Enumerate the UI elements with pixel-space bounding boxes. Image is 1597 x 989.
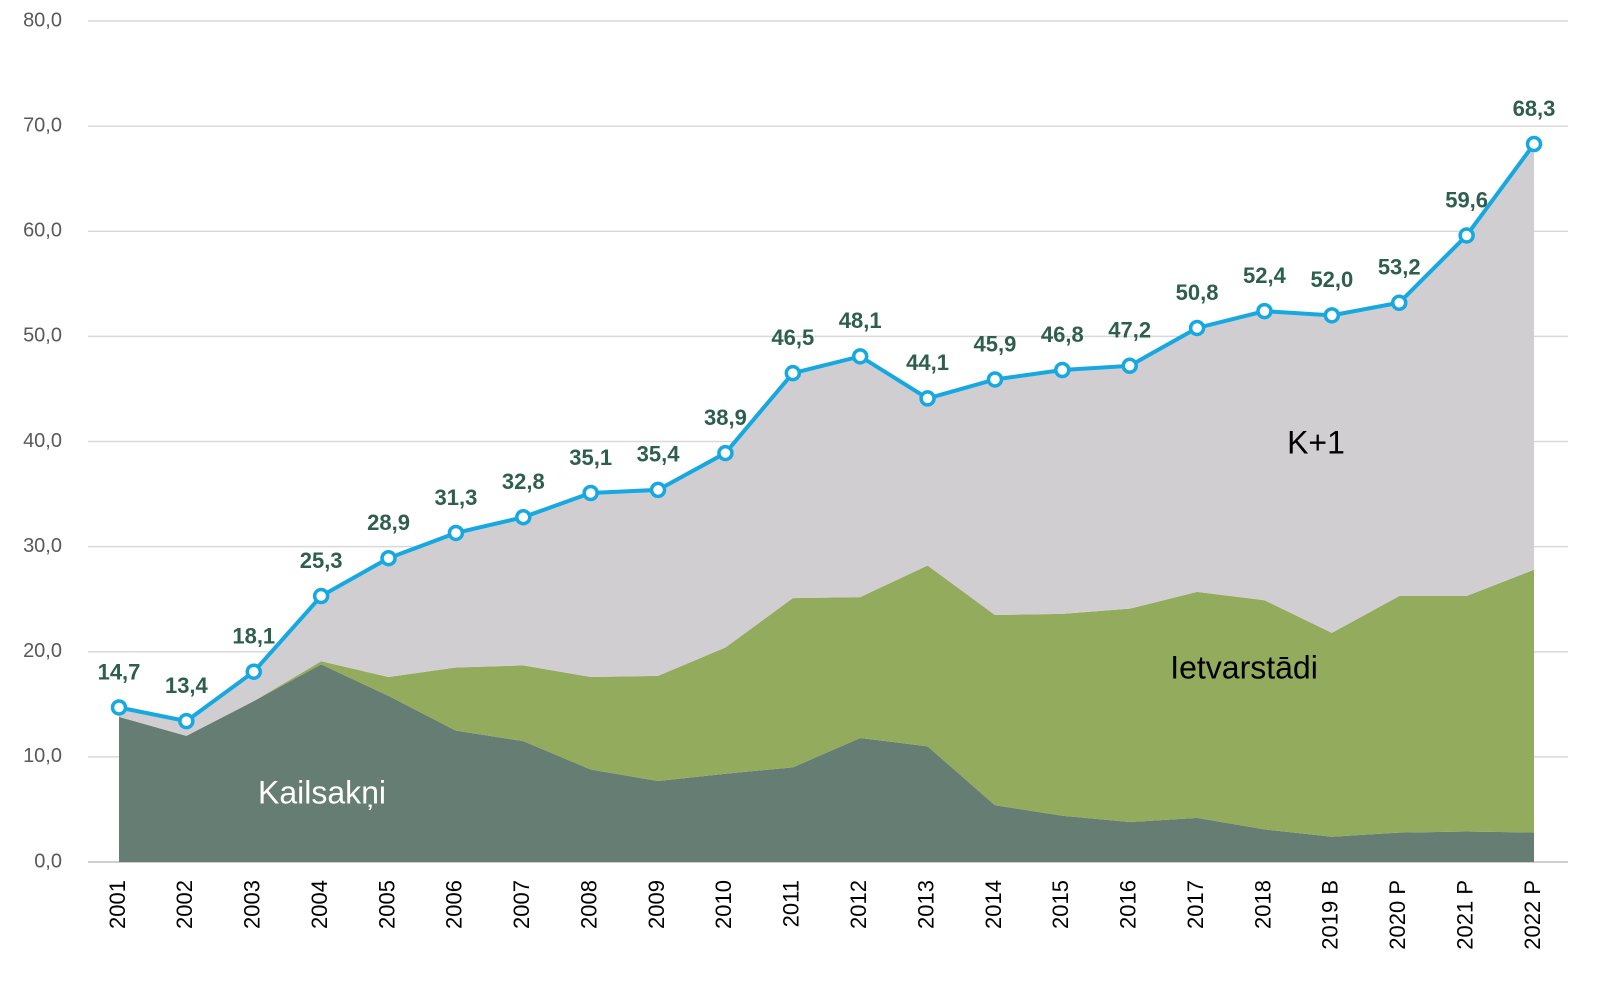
x-tick-label: 2018 <box>1250 880 1275 929</box>
marker <box>1054 361 1071 379</box>
marker <box>919 390 936 407</box>
data-label: 31,3 <box>434 485 477 510</box>
data-label: 35,4 <box>637 442 681 467</box>
marker <box>312 587 330 605</box>
x-tick-label: 2002 <box>172 880 197 929</box>
data-label: 32,8 <box>502 469 545 494</box>
marker <box>110 699 128 716</box>
area-label: Ietvarstādi <box>1170 649 1318 685</box>
data-label: 48,1 <box>839 308 882 333</box>
data-label: 13,4 <box>165 673 209 698</box>
area <box>119 664 1534 862</box>
data-label: 44,1 <box>906 350 949 375</box>
x-tick-label: 2003 <box>240 880 265 929</box>
x-tick-label: 2019 B <box>1318 880 1343 950</box>
data-label: 46,5 <box>771 325 814 350</box>
x-tick-label: 2012 <box>846 880 871 929</box>
marker <box>1121 357 1138 375</box>
data-label: 50,8 <box>1176 280 1219 305</box>
data-label: 25,3 <box>300 548 343 573</box>
x-tick-label: 2004 <box>307 880 332 929</box>
y-tick-label: 50,0 <box>23 325 62 347</box>
y-tick-label: 20,0 <box>23 640 62 662</box>
y-tick-label: 40,0 <box>23 430 62 452</box>
marker <box>1390 294 1408 311</box>
x-tick-label: 2014 <box>981 880 1006 929</box>
marker <box>986 371 1004 388</box>
x-tick-label: 2011 <box>779 880 804 927</box>
marker <box>178 712 195 730</box>
data-label: 46,8 <box>1041 322 1084 347</box>
x-tick-label: 2001 <box>105 880 130 929</box>
x-tick-label: 2021 P <box>1452 880 1477 950</box>
area-label: K+1 <box>1287 424 1345 460</box>
y-tick-label: 0,0 <box>34 850 62 872</box>
marker <box>1188 319 1206 337</box>
x-tick-label: 2005 <box>374 880 399 929</box>
marker <box>245 663 263 680</box>
data-label: 28,9 <box>367 510 410 535</box>
marker <box>717 444 734 462</box>
marker <box>649 481 667 499</box>
x-tick-label: 2006 <box>442 880 467 929</box>
area-label: Kailsakņi <box>258 774 386 810</box>
data-label: 68,3 <box>1513 96 1556 121</box>
data-label: 52,0 <box>1310 267 1353 292</box>
x-tick-label: 2013 <box>913 880 938 929</box>
x-tick-label: 2010 <box>711 880 736 929</box>
data-label: 14,7 <box>98 659 141 684</box>
data-label: 38,9 <box>704 405 747 430</box>
x-tick-label: 2007 <box>509 880 534 929</box>
y-tick-label: 10,0 <box>23 745 62 767</box>
marker <box>1458 227 1475 244</box>
marker <box>1323 307 1341 324</box>
x-tick-label: 2015 <box>1048 880 1073 929</box>
y-tick-label: 80,0 <box>23 9 62 31</box>
x-tick-label: 2022 P <box>1520 880 1545 950</box>
marker <box>851 348 869 365</box>
data-label: 18,1 <box>232 624 275 649</box>
y-tick-label: 60,0 <box>23 220 62 242</box>
marker <box>1525 135 1543 153</box>
y-tick-label: 30,0 <box>23 535 62 557</box>
area <box>119 565 1534 837</box>
data-label: 35,1 <box>569 445 612 470</box>
area <box>119 143 1534 736</box>
y-tick-label: 70,0 <box>23 114 62 136</box>
marker <box>784 364 802 382</box>
data-label: 53,2 <box>1378 255 1421 280</box>
marker <box>582 484 599 502</box>
data-label: 45,9 <box>974 331 1017 356</box>
marker <box>380 549 397 567</box>
x-tick-label: 2020 P <box>1385 880 1410 950</box>
x-tick-label: 2017 <box>1183 880 1208 929</box>
marker <box>1256 302 1273 320</box>
data-label: 52,4 <box>1243 263 1287 288</box>
total-line <box>118 142 1536 724</box>
x-tick-label: 2008 <box>576 880 601 929</box>
x-tick-label: 2016 <box>1116 880 1141 929</box>
data-label: 59,6 <box>1445 187 1488 212</box>
marker <box>515 508 532 526</box>
data-label: 47,2 <box>1108 318 1151 343</box>
x-tick-label: 2009 <box>644 880 669 929</box>
marker <box>447 524 465 542</box>
